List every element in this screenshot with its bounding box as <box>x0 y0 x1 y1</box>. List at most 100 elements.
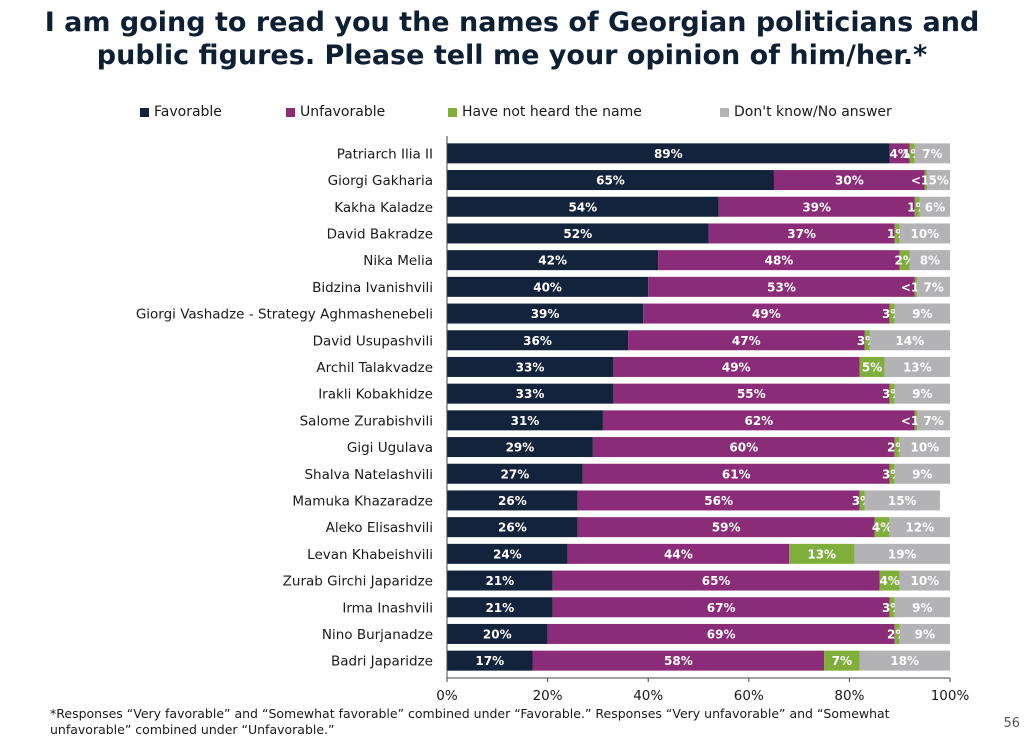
footnote: *Responses “Very favorable” and “Somewha… <box>50 706 890 737</box>
bar-segment-favorable <box>447 623 548 644</box>
bar-segment-not_heard <box>899 250 910 271</box>
data-label: 27% <box>501 467 530 481</box>
data-label: 4% <box>872 521 892 535</box>
bar-segment-not_heard <box>924 170 928 191</box>
bar-segment-unfavorable <box>577 517 875 538</box>
category-label: David Bakradze <box>327 226 433 242</box>
bar-segment-not_heard <box>889 383 895 404</box>
bar-segment-unfavorable <box>658 250 900 271</box>
legend-swatch <box>286 107 295 117</box>
legend-item: Favorable <box>140 104 222 120</box>
data-label: 12% <box>905 521 934 535</box>
bar-segment-unfavorable <box>708 223 895 244</box>
data-label: 18% <box>890 654 919 668</box>
data-label: 13% <box>903 360 932 374</box>
bar-segment-not_heard <box>859 490 865 511</box>
legend-label: Have not heard the name <box>462 104 642 120</box>
bar-segment-unfavorable <box>547 623 895 644</box>
bar-segment-favorable <box>447 650 533 671</box>
data-label: 4% <box>890 147 910 161</box>
data-label: 9% <box>915 627 935 641</box>
legend-item: Have not heard the name <box>448 104 642 120</box>
bar-segment-not_heard <box>914 410 918 431</box>
category-label: Irakli Kobakhidze <box>318 387 433 403</box>
data-label: 31% <box>511 414 540 428</box>
bar-segment-unfavorable <box>552 570 880 591</box>
bar-segment-dont_know <box>914 143 950 164</box>
data-label: 54% <box>568 200 597 214</box>
bar-segment-dont_know <box>899 623 950 644</box>
data-label: 59% <box>712 521 741 535</box>
stacked-bar-chart: Patriarch Ilia II 89% 4%1% 7%Giorgi Gakhari… <box>136 136 969 700</box>
legend-swatch <box>448 107 457 117</box>
bar-segment-favorable <box>447 597 553 618</box>
data-label: 17% <box>475 654 504 668</box>
data-label: 58% <box>664 654 693 668</box>
legend-swatch <box>720 107 729 117</box>
bar-segment-unfavorable <box>612 383 890 404</box>
bar-segment-favorable <box>447 276 649 297</box>
data-label: 26% <box>498 494 527 508</box>
bar-segment-not_heard <box>894 437 900 458</box>
category-label: Levan Khabeishvili <box>307 547 433 563</box>
category-label: Badri Japaridze <box>331 654 433 670</box>
bar-segment-not_heard <box>824 650 860 671</box>
category-label: Zurab Girchi Japaridze <box>283 574 433 590</box>
data-label: 33% <box>516 360 545 374</box>
data-label: 39% <box>531 307 560 321</box>
data-label: 29% <box>506 441 535 455</box>
bar-segment-favorable <box>447 223 709 244</box>
bar-segment-dont_know <box>889 517 950 538</box>
data-label: 24% <box>493 547 522 561</box>
data-label: 42% <box>538 254 567 268</box>
bar-segment-dont_know <box>859 650 950 671</box>
x-tick-label: 20% <box>533 688 563 700</box>
bar-segment-favorable <box>447 143 890 164</box>
bar-segment-dont_know <box>919 196 950 217</box>
data-label: 48% <box>765 254 794 268</box>
category-label: Patriarch Ilia II <box>337 146 433 162</box>
data-label: 55% <box>737 387 766 401</box>
bar-segment-dont_know <box>869 330 950 351</box>
data-label: 9% <box>912 387 932 401</box>
data-label: 9% <box>912 467 932 481</box>
bar-segment-not_heard <box>894 623 900 644</box>
data-label: 7% <box>922 147 942 161</box>
data-label: 9% <box>912 601 932 615</box>
bar-segment-unfavorable <box>773 170 925 191</box>
bar-segment-favorable <box>447 383 613 404</box>
bar-segment-favorable <box>447 517 578 538</box>
data-label: 37% <box>787 227 816 241</box>
category-label: Nika Melia <box>363 253 433 269</box>
bar-segment-dont_know <box>894 383 950 404</box>
bar-segment-not_heard <box>909 143 915 164</box>
bar-segment-unfavorable <box>612 356 860 377</box>
data-label: 5% <box>862 360 882 374</box>
data-label: 65% <box>596 174 625 188</box>
bar-segment-favorable <box>447 196 719 217</box>
bar-segment-unfavorable <box>602 410 915 431</box>
data-label: 4% <box>879 574 899 588</box>
data-label: 26% <box>498 521 527 535</box>
bar-segment-favorable <box>447 543 568 564</box>
bar-segment-unfavorable <box>628 330 865 351</box>
data-label: 19% <box>888 547 917 561</box>
data-label: 14% <box>895 334 924 348</box>
bar-segment-not_heard <box>789 543 855 564</box>
x-tick-label: 40% <box>633 688 663 700</box>
legend-label: Unfavorable <box>300 104 386 120</box>
bar-segment-not_heard <box>889 597 895 618</box>
bar-segment-dont_know <box>894 463 950 484</box>
bar-segment-unfavorable <box>592 437 895 458</box>
bar-segment-unfavorable <box>582 463 890 484</box>
data-label: 52% <box>563 227 592 241</box>
data-label: 7% <box>923 280 943 294</box>
bar-segment-dont_know <box>899 223 950 244</box>
data-label: 49% <box>752 307 781 321</box>
bar-segment-favorable <box>447 410 603 431</box>
data-label: 10% <box>910 441 939 455</box>
chart-title: I am going to read you the names of Geor… <box>44 7 980 71</box>
data-label: 39% <box>802 200 831 214</box>
data-label: 89% <box>654 147 683 161</box>
x-tick-label: 60% <box>734 688 764 700</box>
